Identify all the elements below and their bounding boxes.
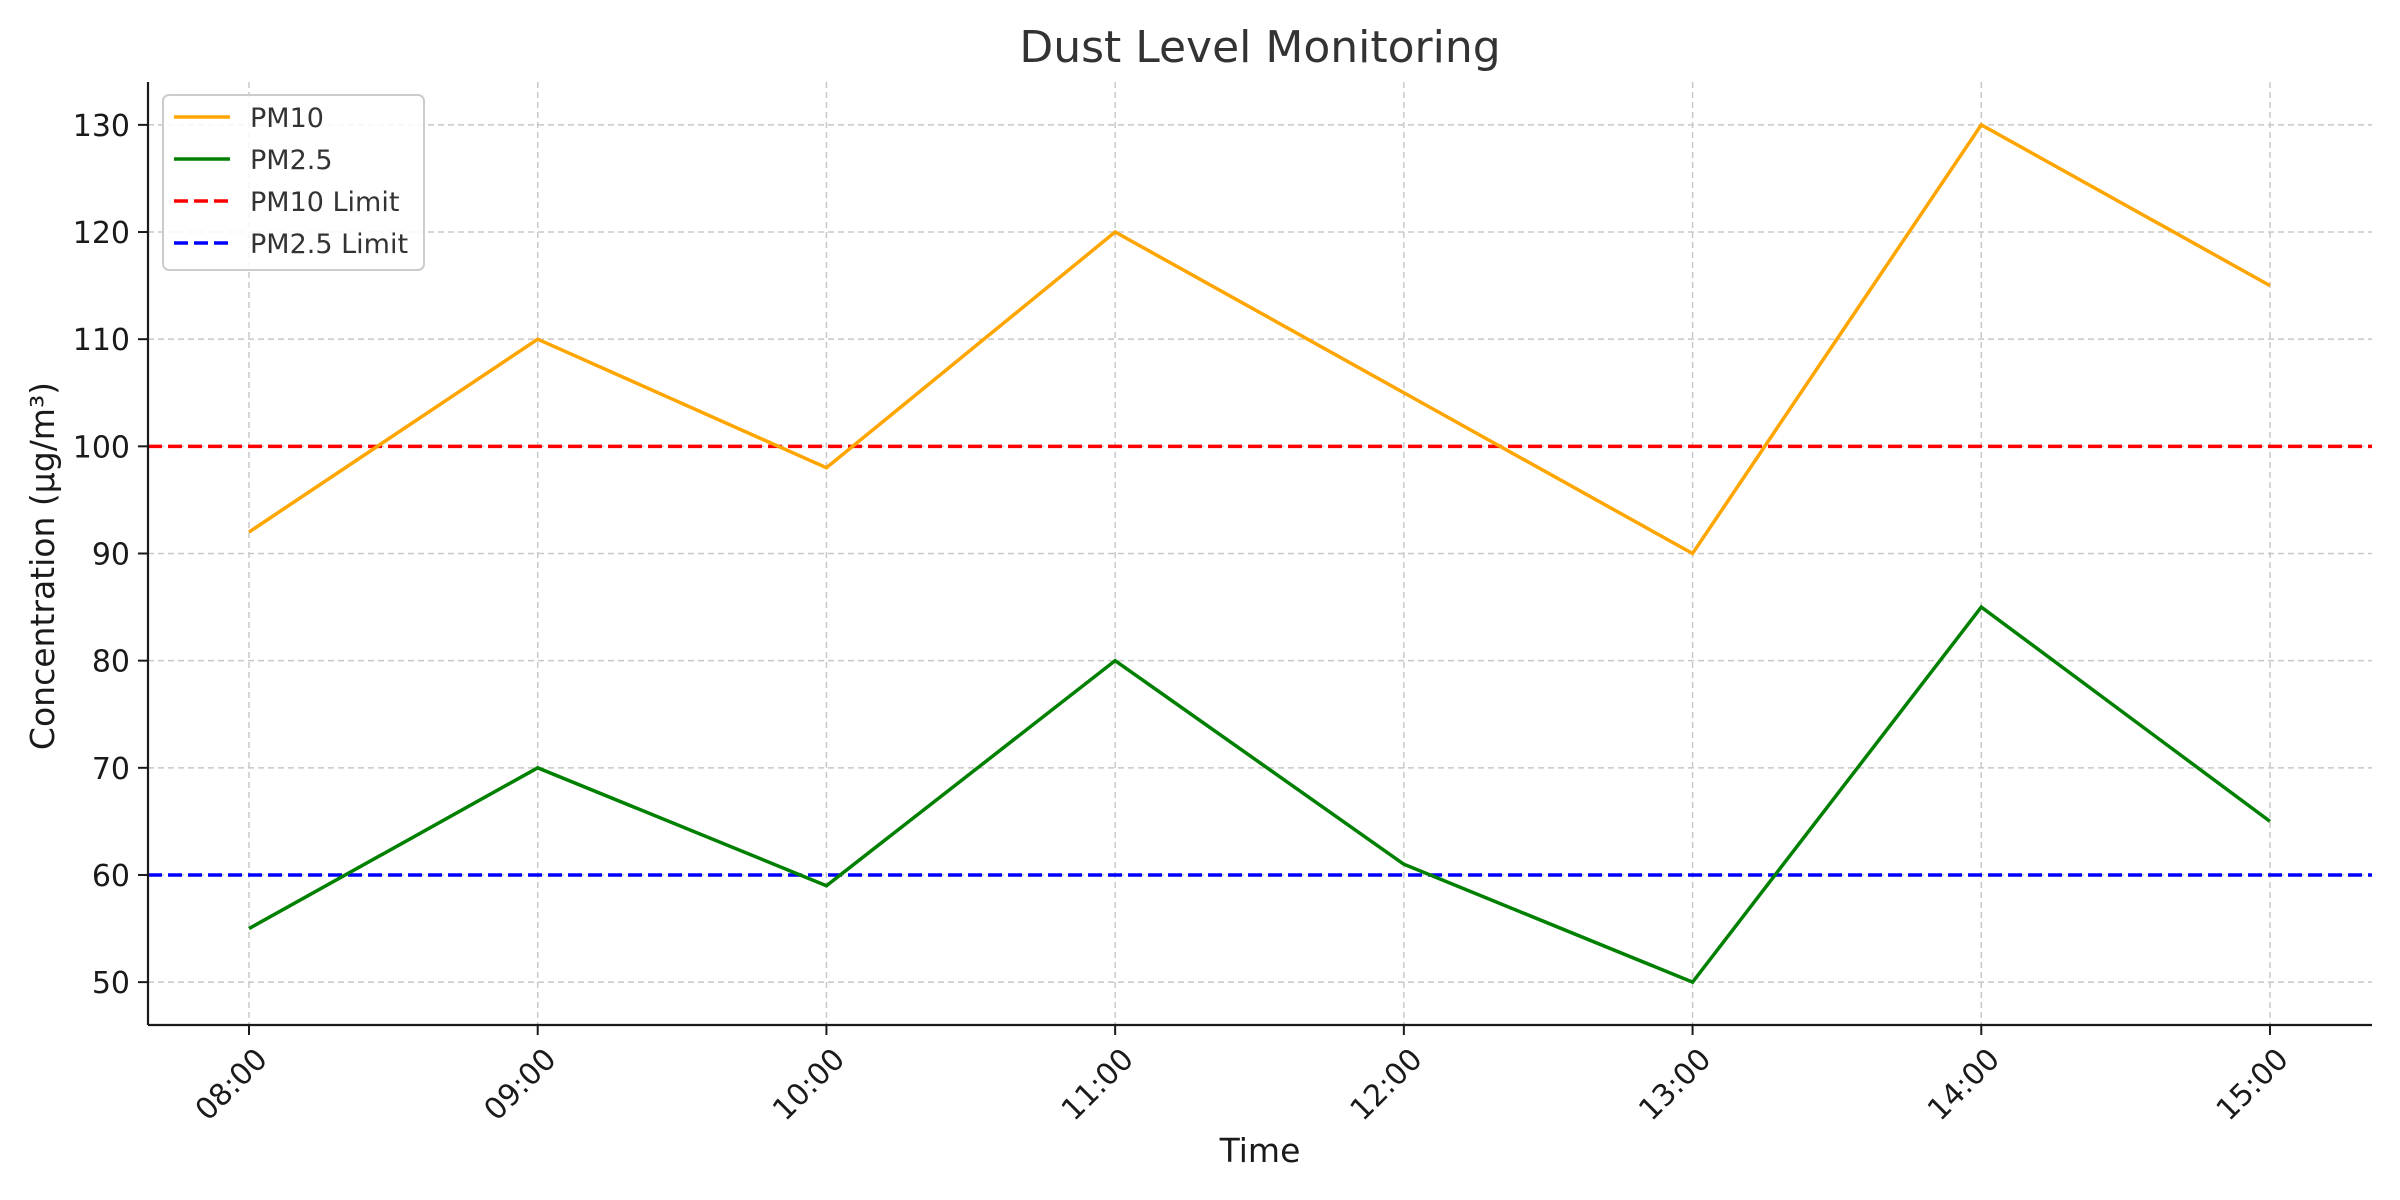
legend-box [162, 94, 425, 271]
legend-label-pm10-limit: PM10 Limit [250, 187, 399, 218]
chart-title: Dust Level Monitoring [1019, 22, 1500, 73]
y-tick-label-130: 130 [73, 109, 130, 144]
y-tick-label-120: 120 [73, 216, 130, 251]
series-line-pm2-5 [248, 604, 2272, 985]
legend-label-pm2-5-limit: PM2.5 Limit [250, 229, 408, 260]
y-tick-label-70: 70 [92, 752, 130, 787]
legend-label-pm10: PM10 [250, 103, 324, 134]
legend-items: PM10 PM2.5 PM10 Limit PM2.5 Limit [174, 103, 408, 260]
y-tick-label-90: 90 [92, 538, 130, 573]
y-tick-label-50: 50 [92, 966, 130, 1001]
y-axis-label: Concentration (µg/m³) [23, 382, 62, 750]
y-tick-label-60: 60 [92, 859, 130, 894]
series-lines [248, 122, 2272, 985]
series-line-pm10 [248, 122, 2271, 556]
threshold-lines [148, 444, 2372, 877]
x-axis-label: Time [1219, 1131, 1301, 1170]
y-tick-label-100: 100 [73, 430, 130, 465]
y-tick-label-110: 110 [73, 323, 130, 358]
y-tick-label-80: 80 [92, 645, 130, 680]
legend-label-pm2-5: PM2.5 [250, 145, 333, 176]
legend: PM10 PM2.5 PM10 Limit PM2.5 Limit [162, 94, 425, 271]
